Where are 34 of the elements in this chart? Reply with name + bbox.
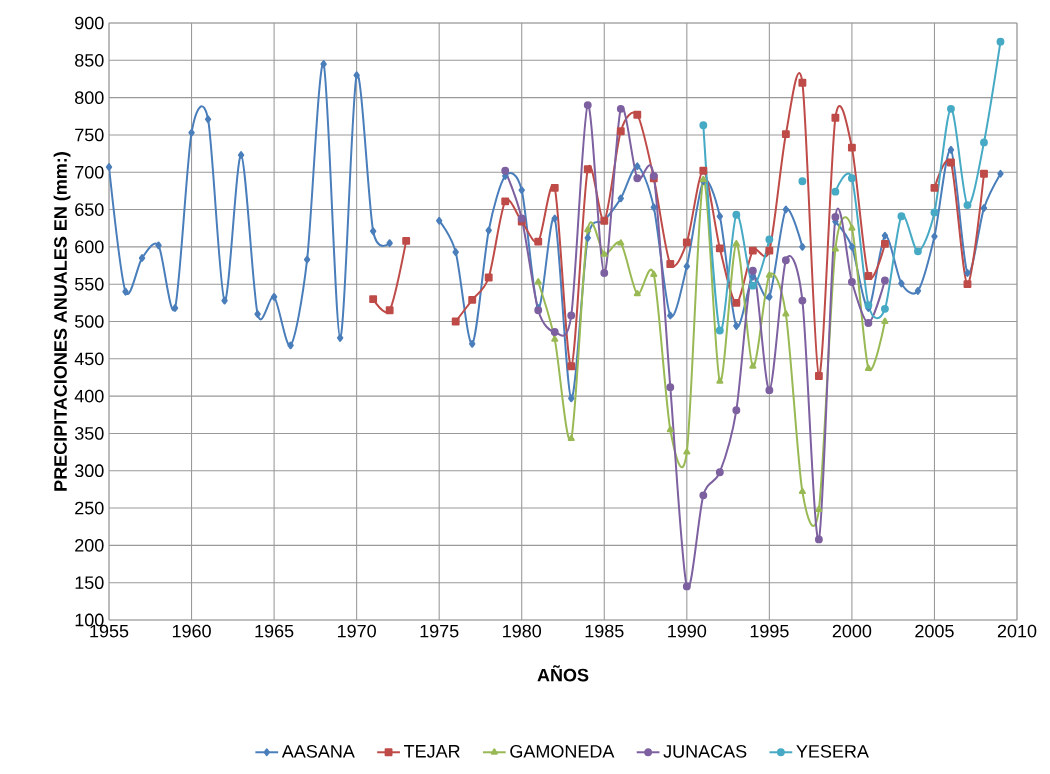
y-tick-label: 300 — [74, 464, 104, 478]
legend-label: TEJAR — [404, 745, 460, 758]
legend-label: YESERA — [796, 744, 869, 758]
y-tick-label: 650 — [75, 203, 104, 216]
legend-label: GAMONEDA — [510, 744, 615, 758]
y-tick-label: 250 — [75, 501, 104, 515]
x-tick-label: 1995 — [750, 624, 789, 638]
x-tick-label: 1990 — [668, 624, 707, 638]
x-tick-label: 2010 — [997, 624, 1037, 638]
x-tick-label: 1980 — [503, 624, 542, 638]
x-tick-label: 1970 — [338, 624, 376, 638]
y-axis-title: PRECIPITACIONES ANUALES EN (mm:) — [53, 152, 71, 491]
legend-label: AASANA — [281, 744, 355, 758]
y-tick-label: 800 — [75, 91, 104, 104]
legend-label: JUNACAS — [663, 744, 747, 758]
y-tick-label: 900 — [75, 16, 104, 30]
y-tick-label: 200 — [75, 539, 104, 552]
y-tick-label: 400 — [74, 389, 104, 403]
y-tick-label: 700 — [75, 165, 104, 179]
y-tick-label: 450 — [74, 352, 104, 366]
y-tick-label: 850 — [75, 53, 104, 67]
x-tick-label: 1960 — [172, 624, 211, 638]
y-tick-label: 750 — [75, 128, 104, 142]
y-tick-label: 350 — [74, 427, 104, 440]
x-tick-label: 2000 — [832, 624, 872, 638]
x-tick-label: 1985 — [585, 624, 624, 638]
x-axis-title: AÑOS — [537, 665, 589, 682]
x-tick-label: 1965 — [255, 624, 294, 638]
y-tick-label: 550 — [74, 277, 104, 291]
x-tick-label: 2005 — [915, 624, 954, 638]
y-tick-label: 500 — [74, 315, 104, 328]
y-tick-label: 150 — [75, 576, 104, 590]
x-tick-label: 1975 — [420, 624, 459, 638]
y-tick-label: 600 — [75, 240, 104, 254]
